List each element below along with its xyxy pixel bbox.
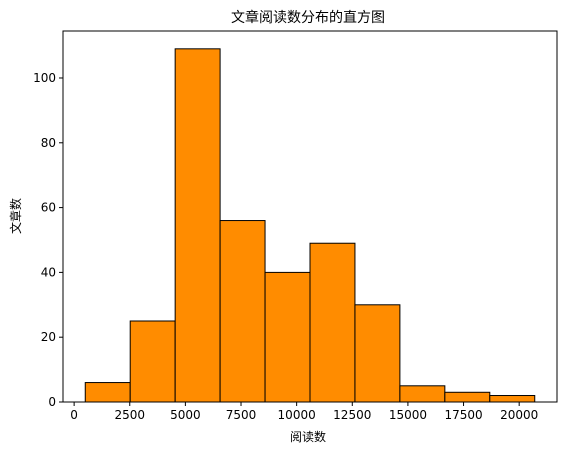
x-axis-title: 阅读数 <box>290 429 326 444</box>
x-tick-label: 20000 <box>500 408 538 422</box>
bars-group <box>84 48 536 403</box>
y-tick-label: 0 <box>48 395 56 409</box>
histogram-bar <box>84 382 131 403</box>
histogram-bar <box>444 391 491 403</box>
histogram-bar <box>309 242 356 403</box>
chart-title: 文章阅读数分布的直方图 <box>231 9 385 26</box>
histogram-bar <box>354 304 401 403</box>
y-tick-label: 60 <box>41 201 56 215</box>
histogram-bar <box>489 395 536 403</box>
x-axis: 0 2500 5000 7500 10000 12500 15000 17500 20000 <box>70 402 538 422</box>
histogram-bar <box>399 385 446 403</box>
histogram-bar <box>264 271 311 403</box>
x-tick-label: 7500 <box>226 408 257 422</box>
x-tick-label: 15000 <box>389 408 427 422</box>
histogram-bar <box>219 220 266 403</box>
x-tick-label: 10000 <box>278 408 316 422</box>
x-tick-label: 5000 <box>170 408 201 422</box>
y-tick-label: 20 <box>41 330 56 344</box>
y-tick-label: 40 <box>41 265 56 279</box>
y-axis-title: 文章数 <box>8 198 23 234</box>
x-tick-label: 12500 <box>333 408 371 422</box>
plot-frame <box>62 30 558 403</box>
y-axis: 0 20 40 60 80 100 <box>33 71 63 409</box>
y-tick-label: 80 <box>41 136 56 150</box>
x-tick-label: 2500 <box>114 408 145 422</box>
histogram-bar <box>129 320 176 403</box>
y-tick-label: 100 <box>33 71 56 85</box>
histogram-bar <box>174 48 221 403</box>
x-tick-label: 17500 <box>444 408 482 422</box>
x-tick-label: 0 <box>70 408 78 422</box>
